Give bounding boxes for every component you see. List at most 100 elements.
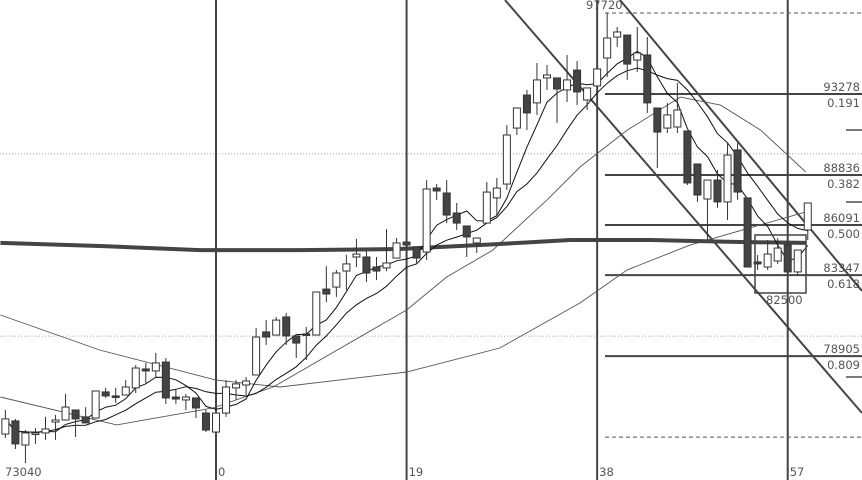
candle [282,312,291,346]
candle-body-down [743,197,752,268]
candle [583,87,592,111]
candle-body-down [643,54,652,104]
low-price-label: 73040 [5,465,42,479]
x-tick-label: 19 [409,465,424,479]
candle-body-up [663,114,672,129]
candle [71,409,80,437]
candle-body-down [292,335,301,344]
candle-body-up [131,367,140,389]
x-tick-label: 57 [790,465,805,479]
candle [342,254,351,290]
candle-body-down [322,288,331,295]
candle-body-up [532,79,541,104]
candle [41,416,50,440]
candle-body-down [372,266,381,272]
x-tick-label: 0 [218,465,225,479]
candle-body-up [242,380,251,386]
candle [302,327,311,361]
candle [21,430,30,464]
candle [412,246,421,263]
candle [201,409,210,433]
candle-body-up [312,291,321,336]
candle [502,124,511,191]
box-price-label: 82500 [766,293,803,307]
candle [442,180,451,224]
candle [1,409,10,438]
candle [212,412,220,433]
candle [272,316,281,336]
candles [1,13,812,464]
candle [151,352,160,377]
candle [553,77,562,123]
candle-body-down [683,130,692,184]
candle [753,254,762,270]
channel-line-lower[interactable] [504,0,862,414]
candle-body-down [201,412,210,431]
candle [222,380,231,417]
candle-body-down [302,333,311,336]
candle-body-down [141,368,150,372]
candle [532,62,541,115]
x-tick-label: 38 [599,465,614,479]
trend-channel [504,0,862,414]
price-gridlines [0,153,862,337]
candle [232,380,241,400]
candle [783,240,792,273]
candle [161,358,170,404]
candle-body-up [673,109,682,128]
ma-10-line [5,67,808,433]
candle-body-down [282,316,291,337]
channel-line-upper[interactable] [619,0,862,292]
candle-body-up [1,418,10,435]
candle [673,83,682,133]
candle-body-up [563,79,572,91]
candle [262,320,271,346]
ma-long-line [0,211,806,388]
candle-body-up [793,249,802,273]
candle [452,203,461,230]
candle-body-down [101,391,110,397]
candle [462,225,471,257]
candle [492,178,501,216]
candle [61,393,70,421]
candle-body-up [91,390,100,419]
right-edge-marks [846,129,862,378]
candle [372,256,381,280]
candle-body-up [41,428,50,434]
candle-body-down [733,149,742,193]
candle-body-up [232,383,241,389]
candle [663,102,672,133]
candle [603,13,612,78]
candle-body-down [412,246,421,259]
candle [402,241,411,251]
candle-body-up [613,31,622,38]
high-price-label: 97720 [586,0,623,12]
candle-body-down [111,395,120,398]
candle-body-up [703,179,712,200]
candle [91,390,100,419]
candle [292,335,301,359]
candle-body-up [472,237,481,244]
candle-body-down [262,331,271,338]
candle [723,143,732,220]
candle-body-down [753,261,762,265]
fib-price-label: 88836 [823,161,860,175]
candle [803,202,812,241]
candle [703,179,712,241]
candle-body-down [713,179,722,203]
candle [242,376,251,396]
candle [522,89,531,131]
candle [573,60,582,105]
range-box[interactable] [754,234,807,294]
candle [422,180,431,260]
candle [362,250,371,282]
candle-body-up [803,202,812,231]
candle-body-up [583,87,592,101]
candle [81,407,90,424]
candle [653,107,662,168]
candle [171,389,180,404]
candle-body-up [593,68,602,87]
candle-body-up [512,107,521,129]
